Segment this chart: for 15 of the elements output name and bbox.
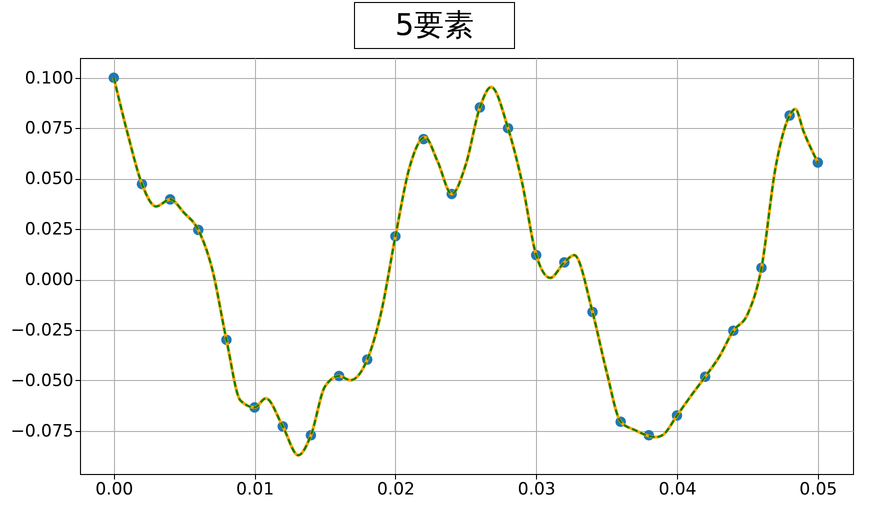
x-tick-label: 0.02: [376, 480, 415, 500]
x-tick-label: 0.00: [95, 480, 134, 500]
y-tick-label: −0.025: [10, 320, 74, 340]
y-tick-label: −0.075: [10, 421, 74, 442]
x-tick-label: 0.03: [518, 480, 556, 500]
x-tick-label: 0.05: [799, 480, 838, 500]
y-tick-label: 0.100: [24, 68, 74, 88]
y-tick-label: 0.075: [24, 118, 74, 139]
x-tick-label: 0.04: [658, 480, 696, 500]
y-tick-label: 0.000: [24, 270, 74, 290]
y-tick-label: −0.050: [10, 370, 74, 391]
x-tick-label: 0.01: [236, 480, 274, 500]
chart-title: 5要素: [354, 2, 516, 49]
y-tick-label: 0.050: [24, 169, 74, 190]
y-tick-label: 0.025: [24, 220, 74, 240]
